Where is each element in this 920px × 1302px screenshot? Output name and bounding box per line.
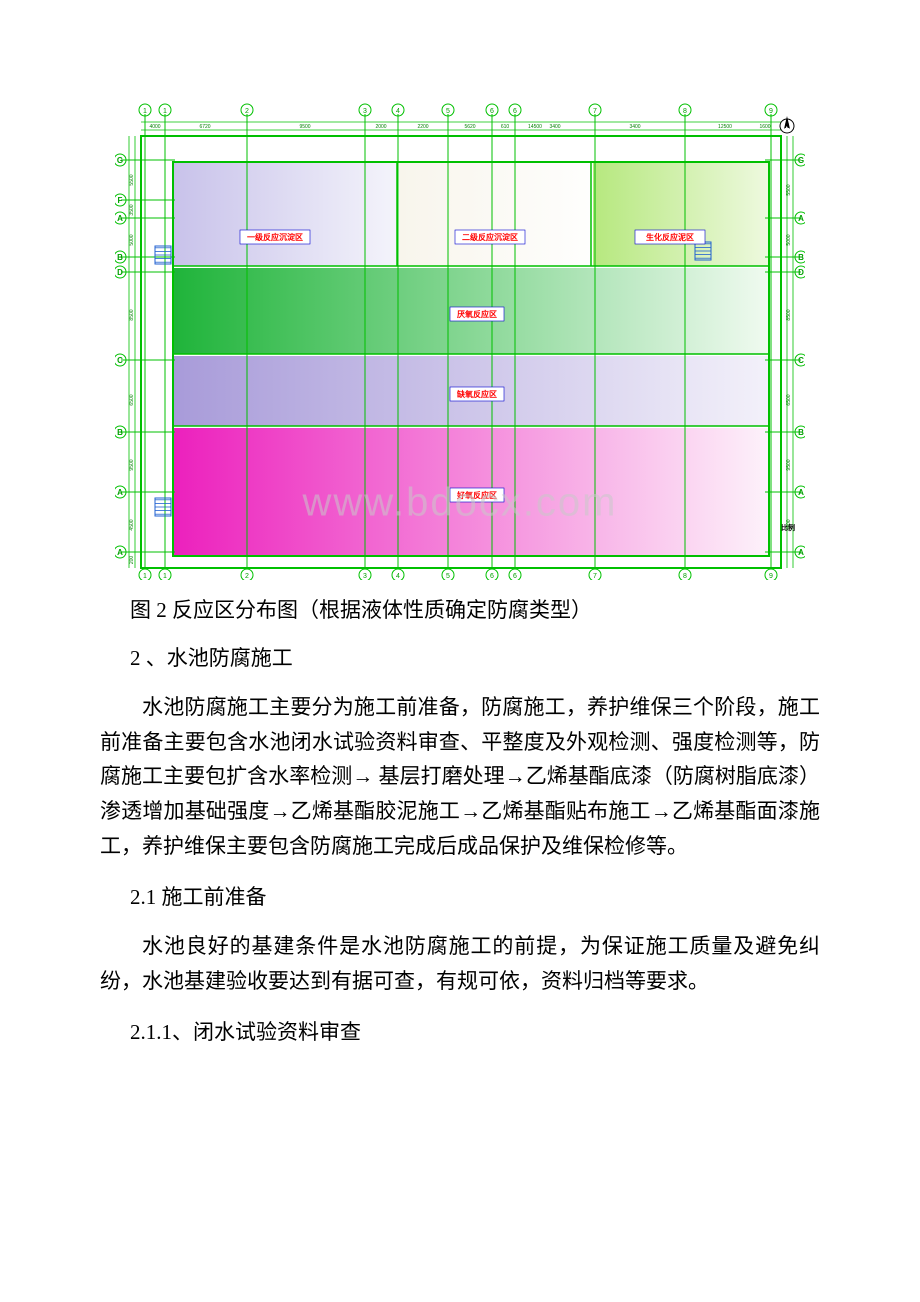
- dim-right-0: 5500: [786, 184, 792, 195]
- col-bubble-top-9: 8: [683, 108, 687, 115]
- floor-plan-diagram: 1111223344556666778899 GFABDCBAAGABDCBAA…: [115, 100, 805, 580]
- row-bubble-right-5: B: [798, 428, 804, 437]
- dim-top-0: 4000: [149, 124, 160, 130]
- dim-right-4: 9500: [786, 459, 792, 470]
- region-0: [173, 162, 397, 266]
- dim-left-6: 4500: [129, 519, 135, 530]
- col-bubble-top-6: 6: [490, 108, 494, 115]
- region-label-text-1: 二级反应沉淀区: [462, 232, 518, 242]
- col-bubble-bot-3: 3: [363, 573, 367, 580]
- compass-icon: N: [780, 116, 794, 133]
- region-label-text-3: 厌氧反应区: [457, 309, 497, 319]
- row-bubble-left-3: B: [117, 253, 123, 262]
- col-bubble-top-3: 3: [363, 108, 367, 115]
- region-label-text-2: 生化反应泥区: [646, 232, 694, 242]
- col-bubble-bot-6: 6: [490, 573, 494, 580]
- col-bubble-top-8: 7: [593, 108, 597, 115]
- dim-top-9: 3400: [629, 124, 640, 130]
- row-bubble-left-1: F: [118, 196, 123, 205]
- dim-top-5: 5620: [464, 124, 475, 130]
- row-bubble-left-7: A: [117, 488, 123, 497]
- col-bubble-top-2: 2: [245, 108, 249, 115]
- region-label-text-5: 好氧反应区: [456, 490, 497, 500]
- section-2-1-1-heading: 2.1.1、闭水试验资料审查: [130, 1016, 820, 1046]
- dim-left-1: 3500: [129, 204, 135, 215]
- row-bubble-left-0: G: [117, 156, 123, 165]
- row-bubble-left-2: A: [117, 214, 123, 223]
- ladder-icon-2: [155, 498, 171, 516]
- dim-top-2: 9500: [299, 124, 310, 130]
- col-bubble-bot-2: 2: [245, 573, 249, 580]
- col-bubble-top-0: 1: [143, 108, 147, 115]
- dim-top-8: 3400: [549, 124, 560, 130]
- dim-top-1: 6720: [199, 124, 210, 130]
- compass-label: N: [785, 124, 789, 130]
- dim-top-11: 1600: [759, 124, 770, 130]
- row-bubble-right-2: B: [798, 253, 804, 262]
- col-bubble-bot-10: 9: [769, 573, 773, 580]
- col-bubble-bot-9: 8: [683, 573, 687, 580]
- dim-top-10: 12500: [718, 124, 732, 130]
- col-bubble-bot-7: 6: [513, 573, 517, 580]
- dim-top-6: 14500: [528, 124, 542, 130]
- col-bubble-top-5: 5: [446, 108, 450, 115]
- row-bubble-right-3: D: [798, 268, 804, 277]
- page-root: 1111223344556666778899 GFABDCBAAGABDCBAA…: [0, 0, 920, 1124]
- row-bubble-right-4: C: [798, 356, 804, 365]
- row-bubble-right-1: A: [798, 214, 804, 223]
- row-bubble-left-5: C: [117, 356, 123, 365]
- section-2-heading: 2 、水池防腐施工: [130, 642, 820, 672]
- col-bubble-bot-5: 5: [446, 573, 450, 580]
- dim-top-3: 2000: [375, 124, 386, 130]
- row-bubble-left-4: D: [117, 268, 123, 277]
- dim-top-7: 610: [501, 124, 510, 130]
- col-bubble-top-4: 4: [396, 108, 400, 115]
- col-bubble-top-10: 9: [769, 108, 773, 115]
- col-bubble-bot-4: 4: [396, 573, 400, 580]
- col-bubble-bot-0: 1: [143, 573, 147, 580]
- row-bubble-left-6: B: [117, 428, 123, 437]
- col-bubble-top-7: 6: [513, 108, 517, 115]
- row-bubble-left-8: A: [117, 548, 123, 557]
- region-1: [399, 162, 591, 266]
- dim-left-5: 9500: [129, 459, 135, 470]
- scale-label: 比例: [781, 523, 795, 532]
- region-2: [593, 162, 769, 266]
- diagram-container: 1111223344556666778899 GFABDCBAAGABDCBAA…: [115, 100, 805, 580]
- dim-right-2: 8500: [786, 309, 792, 320]
- region-label-text-0: 一级反应沉淀区: [247, 232, 303, 242]
- paragraph-1: 水池防腐施工主要分为施工前准备，防腐施工，养护维保三个阶段，施工前准备主要包含水…: [100, 690, 820, 863]
- col-bubble-top-1: 1: [163, 108, 167, 115]
- dim-right-1: 5000: [786, 234, 792, 245]
- region-label-text-4: 缺氧反应区: [456, 389, 497, 399]
- paragraph-2: 水池良好的基建条件是水池防腐施工的前提，为保证施工质量及避免纠纷，水池基建验收要…: [100, 929, 820, 998]
- dim-top-4: 2200: [417, 124, 428, 130]
- ladder-icon-0: [155, 246, 171, 264]
- dim-right-3: 6500: [786, 394, 792, 405]
- col-bubble-bot-8: 7: [593, 573, 597, 580]
- figure-caption: 图 2 反应区分布图（根据液体性质确定防腐类型）: [130, 594, 820, 624]
- row-bubble-right-0: G: [798, 156, 804, 165]
- dim-left-4: 6500: [129, 394, 135, 405]
- row-bubble-right-7: A: [798, 548, 804, 557]
- dim-left-2: 5000: [129, 234, 135, 245]
- row-bubble-right-6: A: [798, 488, 804, 497]
- col-bubble-bot-1: 1: [163, 573, 167, 580]
- section-2-1-heading: 2.1 施工前准备: [130, 881, 820, 911]
- dim-left-3: 8500: [129, 309, 135, 320]
- dim-left-7: 200: [129, 556, 135, 565]
- dim-left-0: 5500: [129, 174, 135, 185]
